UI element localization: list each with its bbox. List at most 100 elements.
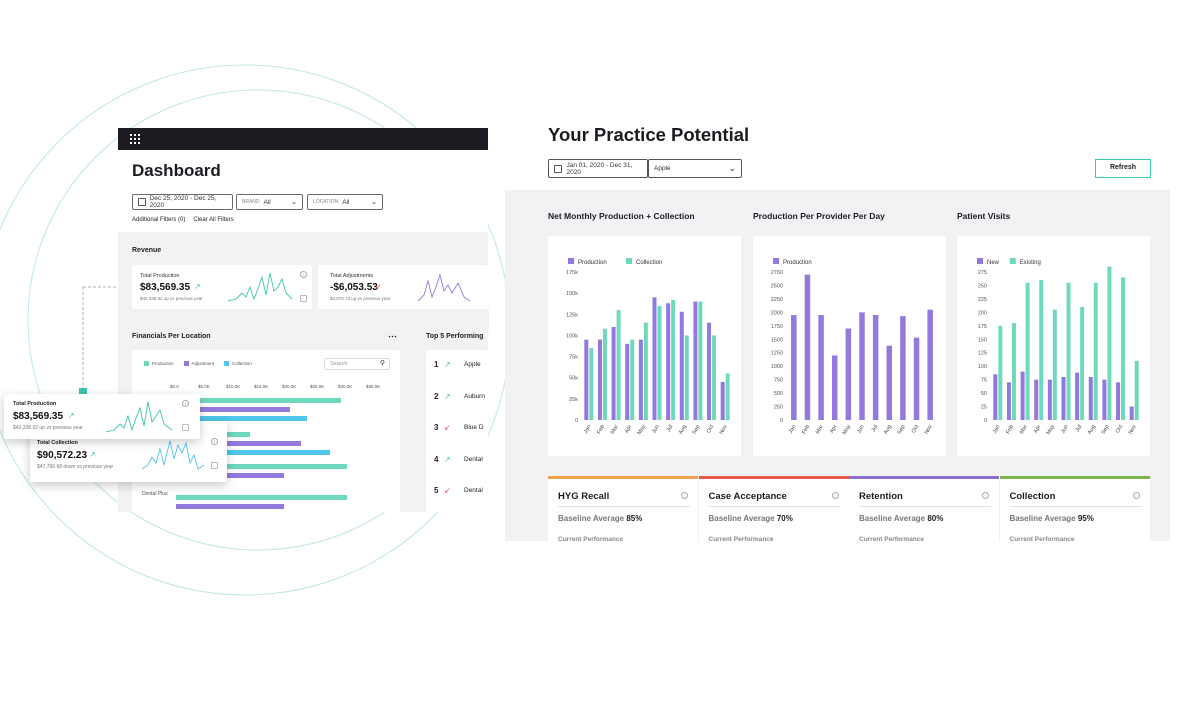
top5-location-name[interactable]: Apple	[464, 361, 481, 368]
bar-existing[interactable]	[1107, 266, 1112, 420]
refresh-button[interactable]: Refresh	[1095, 159, 1151, 178]
bar-production[interactable]	[831, 355, 838, 420]
financial-bar[interactable]	[176, 398, 342, 403]
bar-existing[interactable]	[1039, 280, 1044, 420]
chart-toggle-icon[interactable]	[182, 424, 189, 431]
financial-bar[interactable]	[176, 450, 330, 455]
bar-production[interactable]	[845, 328, 852, 420]
bar-production[interactable]	[791, 315, 797, 420]
bar-production[interactable]	[720, 381, 725, 420]
bar-production[interactable]	[625, 343, 630, 420]
bar-new[interactable]	[1129, 406, 1134, 420]
bar-collection[interactable]	[616, 310, 621, 420]
bar-collection[interactable]	[684, 335, 689, 420]
info-icon[interactable]: i	[681, 492, 688, 499]
bar-new[interactable]	[1020, 371, 1025, 420]
bar-collection[interactable]	[602, 328, 607, 420]
location-select[interactable]: LOCATION All ⌄	[307, 194, 383, 210]
bar-production[interactable]	[818, 315, 824, 420]
x-tick-label: May	[842, 424, 853, 436]
additional-filters-link[interactable]: Additional Filters (0)	[132, 217, 186, 223]
date-range-picker[interactable]: Jan 01, 2020 - Dec 31, 2020	[548, 159, 648, 178]
bar-new[interactable]	[1061, 376, 1066, 420]
bar-production[interactable]	[886, 345, 893, 420]
bar-new[interactable]	[1034, 379, 1039, 420]
bar-existing[interactable]	[1093, 282, 1098, 420]
bar-collection[interactable]	[589, 348, 594, 420]
bar-collection[interactable]	[698, 301, 703, 420]
bar-collection[interactable]	[712, 335, 717, 420]
bar-new[interactable]	[1102, 379, 1107, 420]
bar-production[interactable]	[638, 339, 643, 420]
bar-collection[interactable]	[725, 373, 730, 420]
clear-filters-link[interactable]: Clear All Filters	[193, 217, 234, 223]
bar-production[interactable]	[679, 311, 684, 420]
bar-production[interactable]	[859, 312, 865, 420]
bar-production[interactable]	[666, 303, 671, 420]
info-icon[interactable]: i	[211, 438, 218, 445]
financial-bar[interactable]	[176, 416, 308, 421]
total-production-card[interactable]: Total Production $83,569.35 ↗ $42,338.92…	[132, 265, 312, 309]
total-adjustments-card[interactable]: Total Adjustments -$6,053.53 ↙ $4,070.73…	[318, 265, 488, 309]
bar-existing[interactable]	[1134, 360, 1139, 420]
search-icon[interactable]: ⚲	[379, 360, 385, 367]
bar-existing[interactable]	[1052, 309, 1057, 420]
info-icon[interactable]: i	[1132, 492, 1140, 499]
info-icon[interactable]: i	[831, 492, 839, 499]
bar-new[interactable]	[1088, 376, 1093, 420]
y-tick-label: 2750	[771, 270, 783, 276]
more-menu-icon[interactable]: ⋯	[388, 331, 397, 341]
chart-toggle-icon[interactable]	[211, 462, 218, 469]
bar-production[interactable]	[597, 339, 602, 420]
bar-new[interactable]	[1006, 382, 1011, 420]
bar-existing[interactable]	[1011, 323, 1016, 420]
kpi-label: Total Adjustments	[330, 273, 374, 279]
bar-collection[interactable]	[657, 305, 662, 420]
bar-production[interactable]	[872, 315, 879, 420]
financial-bar[interactable]	[176, 464, 347, 469]
top5-location-name[interactable]: Dental	[464, 455, 483, 463]
bar-collection[interactable]	[671, 299, 676, 420]
bar-new[interactable]	[1116, 382, 1121, 420]
financial-bar[interactable]	[176, 504, 285, 509]
financial-bar[interactable]	[176, 407, 290, 412]
top5-location-name[interactable]: Auburn	[464, 392, 485, 400]
top5-location-name[interactable]: Dental	[464, 487, 483, 494]
brand-select[interactable]: BRAND All ⌄	[236, 194, 303, 210]
bar-new[interactable]	[993, 374, 998, 420]
bar-production[interactable]	[693, 301, 698, 420]
float-production-card[interactable]: Total Production $83,569.35 ↗ $42,338.92…	[4, 394, 200, 439]
info-icon[interactable]: i	[182, 400, 189, 407]
info-icon[interactable]: i	[982, 492, 989, 499]
bar-existing[interactable]	[998, 325, 1003, 420]
bar-existing[interactable]	[1121, 277, 1126, 420]
financial-bar[interactable]	[176, 441, 302, 446]
bar-production[interactable]	[900, 316, 906, 420]
bar-production[interactable]	[707, 322, 712, 420]
bar-production[interactable]	[584, 339, 589, 420]
bar-existing[interactable]	[1066, 282, 1071, 420]
info-icon[interactable]: i	[300, 271, 307, 278]
bar-new[interactable]	[1047, 379, 1052, 420]
bar-production[interactable]	[611, 326, 616, 420]
date-range-picker[interactable]: Dec 25, 2020 - Dec 25, 2020	[132, 194, 233, 210]
bar-production[interactable]	[927, 309, 933, 420]
bar-existing[interactable]	[1080, 306, 1085, 420]
chart-toggle-icon[interactable]	[300, 295, 307, 302]
sparkline	[106, 401, 173, 433]
bar-collection[interactable]	[630, 339, 635, 420]
bar-existing[interactable]	[1025, 282, 1030, 420]
bar-production[interactable]	[804, 274, 811, 420]
search-input[interactable]: Search ⚲	[324, 358, 390, 370]
location-select[interactable]: Apple ⌄	[648, 159, 742, 178]
bar-new[interactable]	[1075, 372, 1080, 420]
top5-location-name[interactable]: Blue D	[464, 424, 484, 431]
baseline-average: Baseline Average 80%	[859, 514, 944, 523]
bar-collection[interactable]	[643, 322, 648, 420]
financial-bar[interactable]	[176, 473, 285, 478]
financial-bar[interactable]	[176, 495, 347, 500]
bar-production[interactable]	[652, 297, 657, 420]
current-performance-label: Current Performance	[859, 536, 925, 543]
bar-production[interactable]	[913, 337, 920, 420]
app-grid-icon[interactable]	[130, 134, 140, 144]
